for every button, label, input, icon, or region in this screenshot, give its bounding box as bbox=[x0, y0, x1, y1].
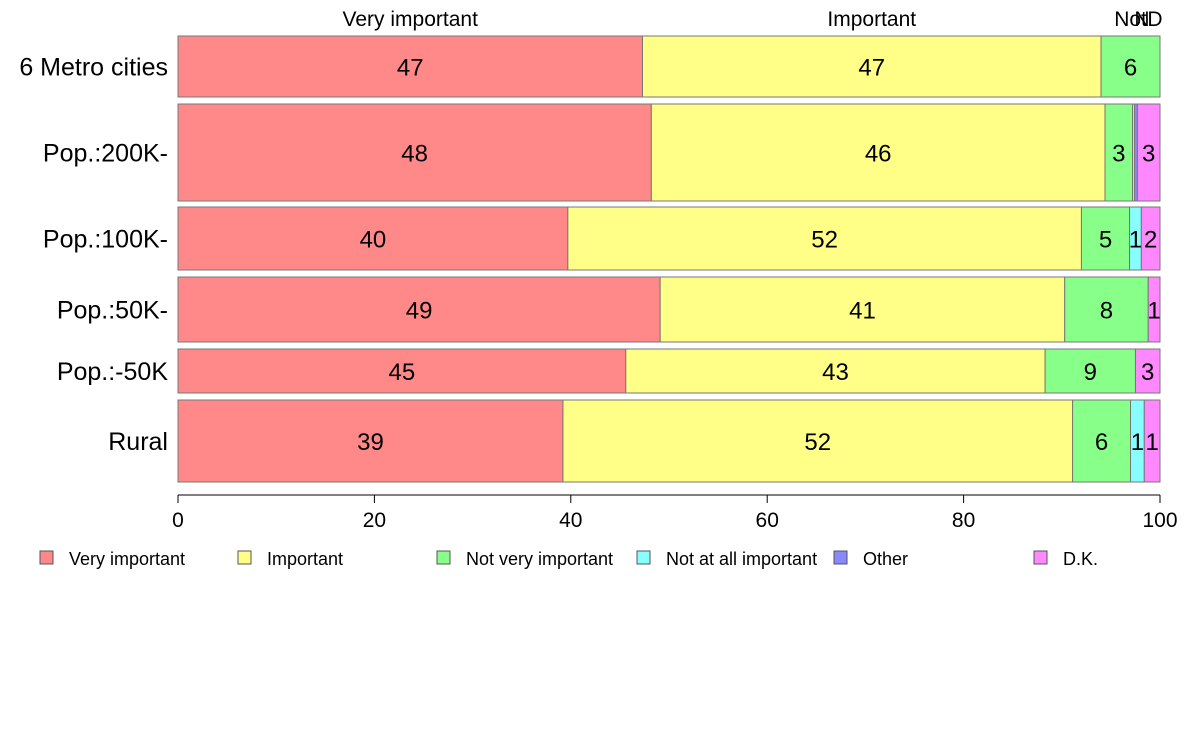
bar-segment-1-5 bbox=[1136, 103, 1161, 202]
bar-segment-5-1 bbox=[562, 399, 1074, 483]
legend-label-1: Important bbox=[267, 549, 343, 569]
data-label-2-5: 2 bbox=[1144, 227, 1157, 254]
category-label-4: Pop.:-50K bbox=[57, 358, 169, 386]
legend-label-4: Other bbox=[863, 549, 908, 569]
bar-segment-2-2 bbox=[1080, 206, 1131, 271]
legend-label-0: Very important bbox=[69, 549, 185, 569]
data-label-4-1: 43 bbox=[822, 359, 849, 386]
legend-label-3: Not at all important bbox=[666, 549, 817, 569]
data-label-5-1: 52 bbox=[804, 429, 831, 456]
data-label-2-2: 5 bbox=[1099, 227, 1112, 254]
legend-swatch-3 bbox=[636, 550, 651, 565]
data-label-5-3: 1 bbox=[1131, 429, 1144, 456]
x-tick-label-3: 60 bbox=[756, 509, 779, 532]
bar-segment-2-5 bbox=[1140, 206, 1161, 271]
bar-segment-1-1 bbox=[650, 103, 1106, 202]
category-label-2: Pop.:100K- bbox=[43, 226, 168, 254]
data-label-1-1: 46 bbox=[865, 141, 892, 168]
category-label-1: Pop.:200K- bbox=[43, 140, 168, 168]
data-label-5-2: 6 bbox=[1095, 429, 1108, 456]
data-label-1-2: 3 bbox=[1112, 141, 1125, 168]
x-axis: 0 20 40 60 80 100 bbox=[172, 494, 1178, 532]
category-label-0: 6 Metro cities bbox=[19, 54, 168, 82]
bars bbox=[177, 35, 1161, 483]
bar-segment-2-1 bbox=[567, 206, 1082, 271]
top-label-3: N bbox=[1134, 8, 1149, 31]
data-label-0-0: 47 bbox=[397, 55, 424, 82]
data-label-1-5: 3 bbox=[1142, 141, 1155, 168]
x-tick-label-0: 0 bbox=[172, 509, 184, 532]
bar-segment-4-5 bbox=[1134, 348, 1161, 394]
legend-label-5: D.K. bbox=[1063, 549, 1098, 569]
bar-segment-4-1 bbox=[625, 348, 1046, 394]
bar-segment-1-2 bbox=[1104, 103, 1134, 202]
data-label-5-0: 39 bbox=[357, 429, 384, 456]
bar-segment-3-2 bbox=[1064, 276, 1149, 343]
top-label-1: Important bbox=[827, 8, 916, 31]
bar-segment-3-1 bbox=[659, 276, 1066, 343]
bar-segment-3-0 bbox=[177, 276, 661, 343]
bar-segment-0-0 bbox=[177, 35, 643, 98]
data-label-1-0: 48 bbox=[401, 141, 428, 168]
bar-segment-5-5 bbox=[1143, 399, 1161, 483]
bar-segment-2-0 bbox=[177, 206, 569, 271]
bar-segment-5-0 bbox=[177, 399, 564, 483]
data-label-3-1: 41 bbox=[849, 298, 876, 325]
category-label-5: Rural bbox=[108, 428, 168, 456]
data-label-3-5: 1 bbox=[1147, 298, 1160, 325]
data-label-4-2: 9 bbox=[1084, 359, 1097, 386]
data-label-2-0: 40 bbox=[360, 227, 387, 254]
legend: Very important Important Not very importan… bbox=[39, 549, 1098, 569]
segment-labels: 47 47 648 46 3 340 52 5 1 249 41 8 145 43 9 339 52 6 1 1 bbox=[357, 55, 1161, 457]
legend-swatch-1 bbox=[237, 550, 252, 565]
legend-swatch-5 bbox=[1033, 550, 1048, 565]
x-tick-label-5: 100 bbox=[1142, 509, 1177, 532]
data-label-0-2: 6 bbox=[1124, 55, 1137, 82]
bar-segment-5-2 bbox=[1072, 399, 1132, 483]
data-label-2-1: 52 bbox=[811, 227, 838, 254]
bar-segment-4-2 bbox=[1044, 348, 1136, 394]
x-tick-label-1: 20 bbox=[363, 509, 386, 532]
data-label-2-3: 1 bbox=[1129, 227, 1142, 254]
x-tick-label-2: 40 bbox=[559, 509, 582, 532]
top-label-2: Not bbox=[1114, 8, 1147, 31]
top-label-4: D bbox=[1147, 8, 1162, 31]
top-label-0: Very important bbox=[343, 8, 479, 31]
legend-swatch-0 bbox=[39, 550, 54, 565]
category-label-3: Pop.:50K- bbox=[57, 297, 168, 325]
data-label-3-2: 8 bbox=[1100, 298, 1113, 325]
x-tick-label-4: 80 bbox=[952, 509, 975, 532]
data-label-4-0: 45 bbox=[389, 359, 416, 386]
bar-segment-4-0 bbox=[177, 348, 627, 394]
data-label-0-1: 47 bbox=[858, 55, 885, 82]
data-label-5-5: 1 bbox=[1145, 429, 1158, 456]
data-label-4-5: 3 bbox=[1141, 359, 1154, 386]
bar-segment-1-0 bbox=[177, 103, 652, 202]
category-labels: 6 Metro cities Pop.:200K- Pop.:100K- Pop.:5… bbox=[19, 54, 168, 457]
legend-label-2: Not very important bbox=[466, 549, 613, 569]
bar-segment-0-2 bbox=[1100, 35, 1161, 98]
data-label-3-0: 49 bbox=[406, 298, 433, 325]
bar-segment-3-5 bbox=[1147, 276, 1161, 343]
legend-swatch-4 bbox=[833, 550, 848, 565]
legend-swatch-2 bbox=[436, 550, 451, 565]
